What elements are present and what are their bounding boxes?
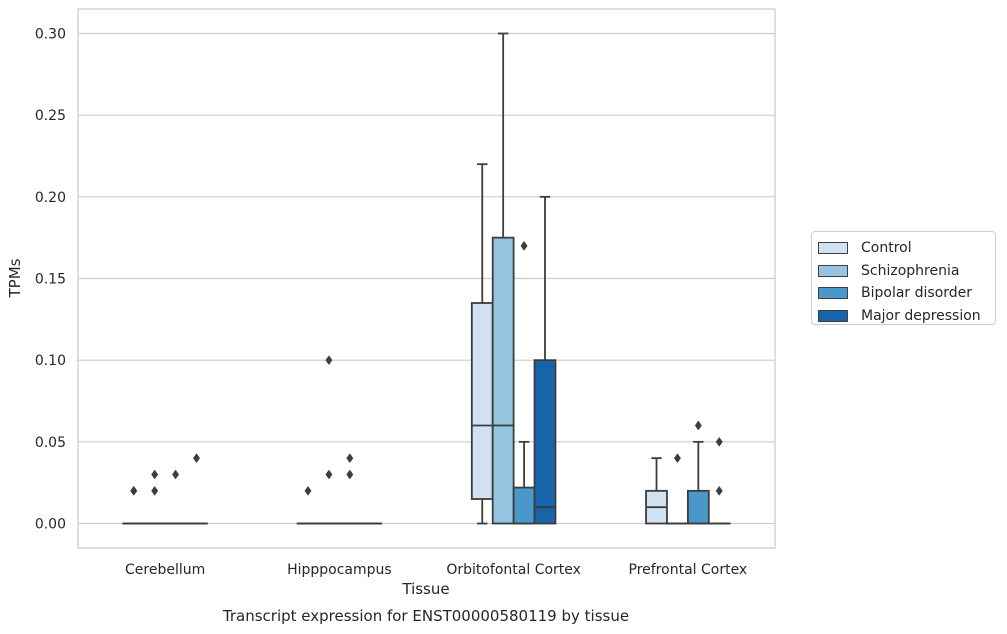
outlier-point (172, 469, 180, 480)
chart-title: Transcript expression for ENST0000058011… (222, 607, 629, 625)
outlier-point (130, 485, 138, 496)
box-control (296, 485, 320, 525)
box-iqr (533, 359, 557, 525)
box-bipolar-disorder (338, 453, 362, 525)
y-tick-label: 0.15 (35, 272, 66, 288)
outlier-point (192, 453, 200, 464)
outlier-point (715, 436, 723, 447)
legend-swatch (818, 287, 848, 300)
box-schizophrenia (491, 32, 515, 525)
y-tick-label: 0.10 (35, 353, 66, 369)
gridlines (78, 32, 775, 525)
outlier-point (151, 485, 159, 496)
box-iqr (491, 236, 515, 525)
box-bipolar-disorder (686, 420, 710, 525)
y-tick-label: 0.25 (35, 108, 66, 124)
legend-swatch (818, 264, 848, 277)
legend: Control Schizophrenia Bipolar disorder Majo… (811, 231, 996, 325)
y-tick-label: 0.05 (35, 435, 66, 451)
box-iqr (470, 302, 494, 500)
box-bipolar-disorder (512, 240, 536, 525)
legend-label: Control (861, 240, 912, 257)
outlier-point (673, 453, 681, 464)
y-axis-ticks: 0.00 0.05 0.10 0.15 0.20 0.25 0.30 (35, 27, 66, 533)
box-iqr (512, 486, 536, 525)
box-plot-marks (122, 32, 731, 525)
x-axis-ticks: Cerebellum Hipppocampus Orbitofontal Corte… (125, 562, 747, 578)
box-schizophrenia (317, 355, 341, 525)
box-major-depression (707, 436, 731, 525)
x-tick-label: Orbitofontal Cortex (446, 562, 581, 578)
y-tick-label: 0.30 (35, 27, 66, 43)
box-control (470, 163, 494, 525)
x-tick-label: Cerebellum (125, 562, 205, 578)
box-bipolar-disorder (164, 469, 187, 525)
box-schizophrenia (666, 453, 689, 525)
outlier-point (304, 485, 312, 496)
outlier-point (325, 355, 333, 366)
outlier-point (346, 469, 354, 480)
box-major-depression (185, 453, 208, 525)
legend-label: Schizophrenia (861, 262, 960, 279)
outlier-point (715, 485, 723, 496)
y-axis-label: TPMs (6, 258, 24, 298)
outlier-point (520, 240, 528, 251)
box-control (645, 457, 668, 525)
x-tick-label: Hipppocampus (287, 562, 392, 578)
legend-item: Control (818, 237, 995, 260)
outlier-point (151, 469, 159, 480)
legend-label: Major depression (861, 307, 981, 324)
box-control (122, 485, 146, 525)
legend-swatch (818, 242, 848, 255)
legend-item: Major depression (818, 305, 995, 328)
outlier-point (694, 420, 702, 431)
outlier-point (325, 469, 333, 480)
box-iqr (686, 489, 710, 525)
x-axis-label: Tissue (401, 580, 449, 598)
plot-area-frame (77, 8, 776, 549)
legend-item: Bipolar disorder (818, 282, 995, 305)
x-tick-label: Prefrontal Cortex (629, 562, 748, 578)
legend-item: Schizophrenia (818, 260, 995, 283)
outlier-point (346, 453, 354, 464)
legend-swatch (818, 309, 848, 322)
y-tick-label: 0.20 (35, 190, 66, 206)
box-schizophrenia (143, 469, 167, 525)
box-major-depression (533, 195, 557, 525)
legend-label: Bipolar disorder (861, 285, 973, 302)
y-tick-label: 0.00 (35, 517, 66, 533)
